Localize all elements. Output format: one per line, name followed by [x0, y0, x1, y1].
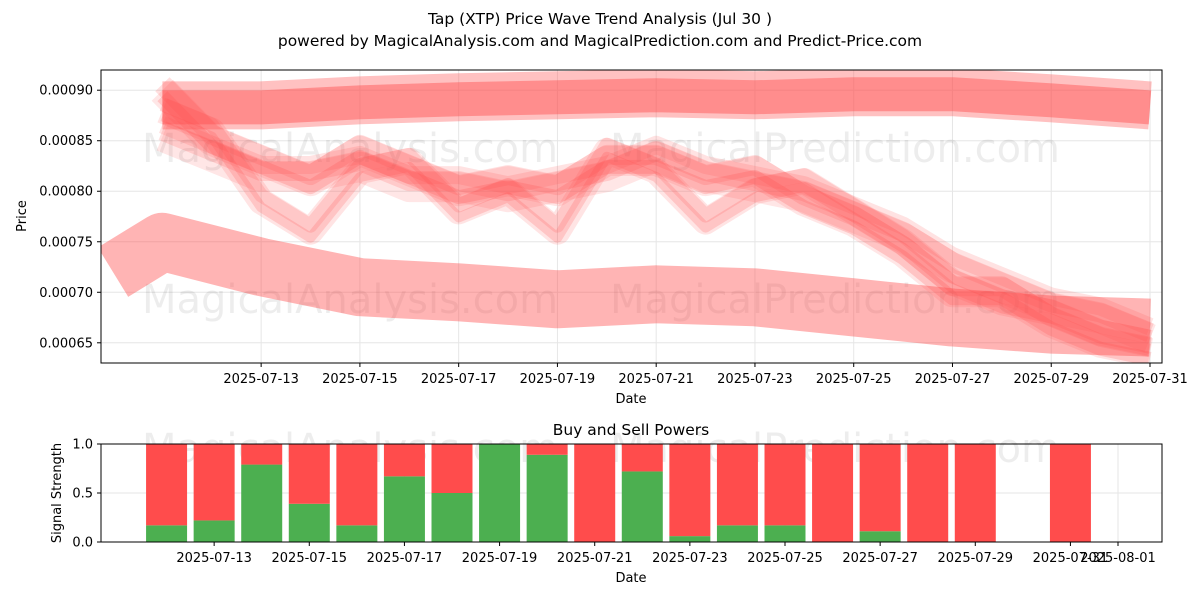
- signal-x-tick-label: 2025-07-15: [272, 551, 348, 566]
- signal-x-tick-label: 2025-08-01: [1080, 551, 1156, 566]
- sell-power-bar: [241, 444, 283, 465]
- buy-power-bar: [621, 471, 663, 542]
- signal-bars: [146, 444, 1091, 542]
- buy-power-bar: [193, 520, 235, 542]
- lower-price-band: [101, 212, 1151, 357]
- price-x-tick-label: 2025-07-13: [223, 372, 299, 387]
- chart-title-block: Tap (XTP) Price Wave Trend Analysis (Jul…: [0, 8, 1200, 52]
- signal-x-tick-label: 2025-07-31: [1033, 551, 1109, 566]
- buy-power-bar: [383, 476, 425, 542]
- price-wave-band: [151, 79, 1154, 363]
- signal-y-tick-label: 0.0: [72, 536, 93, 551]
- price-y-axis-label: Price: [15, 200, 30, 232]
- sell-power-bar: [764, 444, 806, 526]
- price-y-tick-label: 0.00085: [39, 134, 93, 149]
- signal-y-axis-label: Signal Strength: [50, 443, 65, 543]
- price-x-tick-label: 2025-07-25: [816, 372, 892, 387]
- price-x-tick-label: 2025-07-31: [1112, 372, 1188, 387]
- signal-x-tick-label: 2025-07-13: [176, 551, 252, 566]
- chart-title: Tap (XTP) Price Wave Trend Analysis (Jul…: [427, 10, 773, 28]
- buy-power-bar: [859, 531, 901, 542]
- sell-power-bar: [336, 444, 378, 526]
- sell-power-bar: [431, 444, 473, 493]
- price-wave-bands: [101, 70, 1156, 363]
- price-wave-band: [155, 77, 1153, 357]
- price-plot-frame: [100, 69, 1163, 364]
- price-plot-area: [101, 70, 1162, 363]
- price-gridlines: [101, 70, 1162, 363]
- buy-power-bar: [716, 525, 758, 542]
- buy-power-bar: [241, 464, 283, 542]
- price-wave-band: [158, 121, 1154, 342]
- price-wave-band: [156, 122, 1156, 353]
- signal-x-tick-label: 2025-07-23: [652, 551, 728, 566]
- price-y-tick-label: 0.00075: [39, 235, 93, 250]
- price-x-tick-label: 2025-07-23: [717, 372, 793, 387]
- signal-x-ticks: 2025-07-13 2025-07-15 2025-07-17 2025-07-19…: [176, 542, 1156, 566]
- sell-power-bar: [669, 444, 711, 537]
- watermark-text: MagicalAnalysis.com: [142, 126, 558, 172]
- signal-x-tick-label: 2025-07-21: [557, 551, 633, 566]
- signal-y-ticks: 0.0 0.5 1.0: [72, 438, 101, 551]
- signal-panel: Buy and Sell Powers MagicalAnalysis.comM…: [50, 421, 1163, 586]
- sell-power-bar: [288, 444, 330, 504]
- price-wave-band: [159, 97, 1152, 344]
- price-y-tick-label: 0.00080: [39, 185, 93, 200]
- signal-x-tick-label: 2025-07-29: [938, 551, 1014, 566]
- price-wave-band: [158, 116, 1154, 336]
- chart-subtitle: powered by MagicalAnalysis.com and Magic…: [277, 32, 923, 50]
- signal-x-tick-label: 2025-07-17: [367, 551, 443, 566]
- price-watermarks: MagicalAnalysis.com MagicalPrediction.com…: [142, 126, 1060, 323]
- signal-x-axis-label: Date: [615, 571, 646, 586]
- sell-power-bar: [526, 444, 568, 455]
- price-x-tick-label: 2025-07-29: [1013, 372, 1089, 387]
- buy-power-bar: [764, 525, 806, 542]
- price-x-tick-label: 2025-07-19: [520, 372, 596, 387]
- price-x-ticks: 2025-07-13 2025-07-15 2025-07-17 2025-07-19…: [223, 363, 1188, 387]
- buy-power-bar: [336, 525, 378, 542]
- signal-x-tick-label: 2025-07-27: [842, 551, 918, 566]
- signal-chart-title: Buy and Sell Powers: [553, 421, 710, 439]
- sell-power-bar: [716, 444, 758, 526]
- buy-power-bar: [669, 536, 711, 542]
- price-y-ticks: 0.00065 0.00070 0.00075 0.00080 0.00085 0.000…: [39, 84, 101, 351]
- sell-power-bar: [812, 444, 854, 542]
- buy-power-bar: [146, 525, 188, 542]
- sell-power-bar: [907, 444, 949, 542]
- signal-x-tick-label: 2025-07-25: [747, 551, 823, 566]
- price-wave-band: [160, 111, 1152, 354]
- sell-power-bar: [574, 444, 616, 542]
- buy-power-bar: [526, 454, 568, 542]
- buy-power-bar: [431, 493, 473, 542]
- price-y-tick-label: 0.00090: [39, 84, 93, 99]
- buy-power-bar: [288, 503, 330, 542]
- price-x-tick-label: 2025-07-17: [421, 372, 497, 387]
- watermark-text: MagicalPrediction.com: [610, 126, 1060, 172]
- signal-y-tick-label: 0.5: [72, 487, 93, 502]
- price-x-tick-label: 2025-07-27: [915, 372, 991, 387]
- sell-power-bar: [621, 444, 663, 472]
- price-x-axis-label: Date: [615, 392, 646, 407]
- price-x-tick-label: 2025-07-21: [618, 372, 694, 387]
- sell-power-bar: [383, 444, 425, 477]
- price-wave-band: [157, 98, 1153, 356]
- sell-power-bar: [146, 444, 188, 526]
- price-panel: MagicalAnalysis.com MagicalPrediction.com…: [15, 69, 1188, 407]
- sell-power-bar: [1049, 444, 1091, 542]
- buy-power-bar: [479, 444, 521, 542]
- sell-power-bar: [954, 444, 996, 542]
- sell-power-bar: [859, 444, 901, 532]
- watermark-text: MagicalAnalysis.com: [142, 277, 558, 323]
- price-y-tick-label: 0.00065: [39, 336, 93, 351]
- signal-x-tick-label: 2025-07-19: [462, 551, 538, 566]
- watermark-text: MagicalPrediction.com: [610, 277, 1060, 323]
- upper-price-band-core: [162, 77, 1152, 125]
- price-x-tick-label: 2025-07-15: [322, 372, 398, 387]
- price-y-tick-label: 0.00070: [39, 286, 93, 301]
- price-wave-band: [157, 91, 1152, 363]
- signal-y-tick-label: 1.0: [72, 438, 93, 453]
- sell-power-bar: [193, 444, 235, 521]
- upper-price-band: [162, 70, 1152, 130]
